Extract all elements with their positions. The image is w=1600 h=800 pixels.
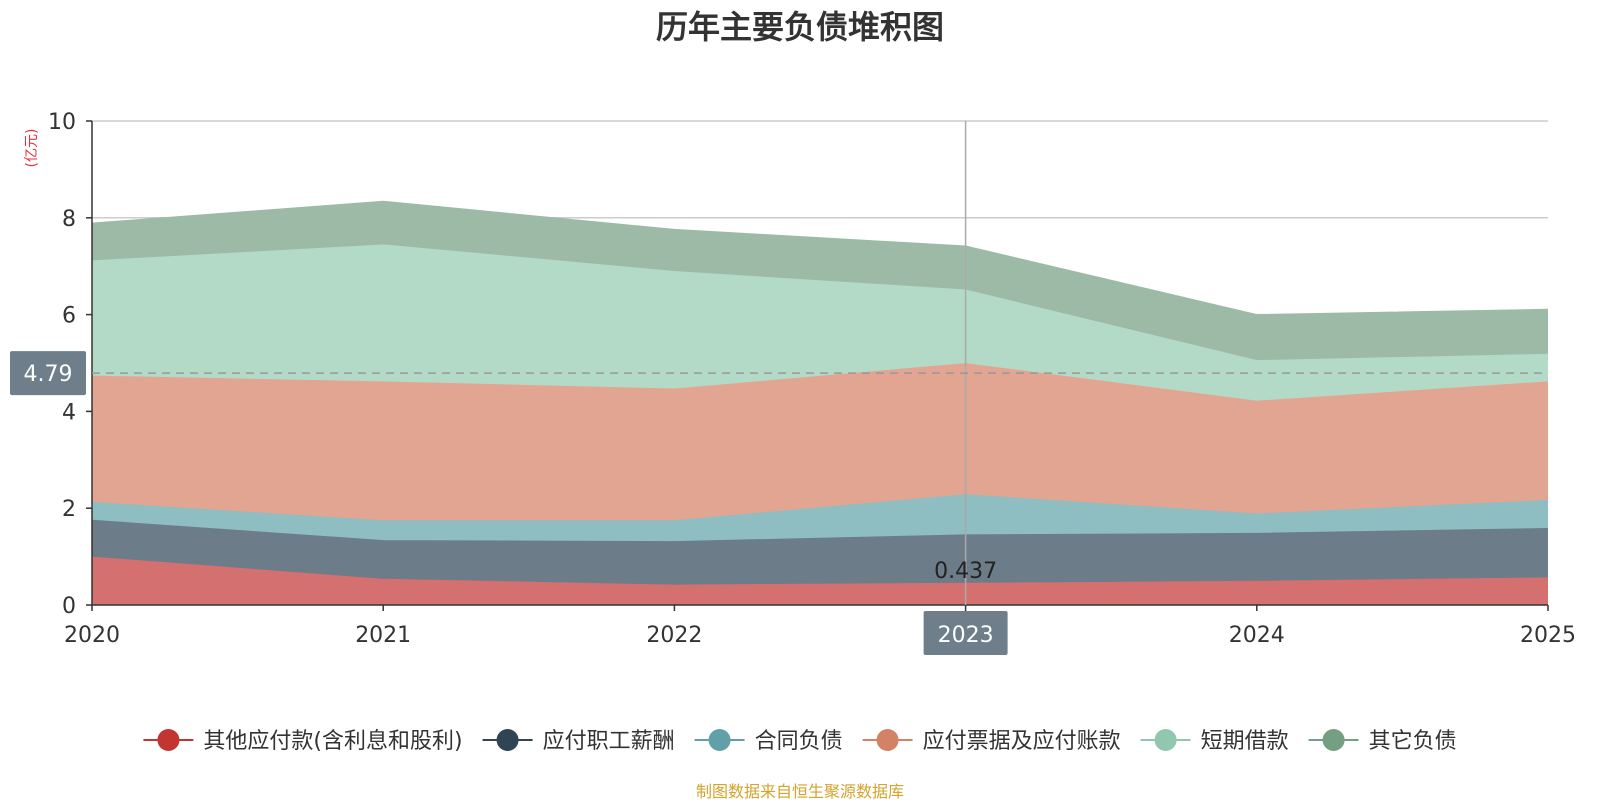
y-tick-label-0: 0 xyxy=(62,594,76,619)
legend-label-4: 短期借款 xyxy=(1201,729,1289,754)
legend-label-0: 其他应付款(含利息和股利) xyxy=(203,729,462,754)
area-series-1[interactable] xyxy=(92,520,1548,586)
legend-label-5: 其它负债 xyxy=(1369,729,1457,754)
area-series-4[interactable] xyxy=(92,245,1548,402)
legend-marker-0 xyxy=(157,729,180,751)
x-tick-label-2022: 2022 xyxy=(646,623,702,648)
x-axis-pointer-badge xyxy=(923,611,1008,655)
x-tick-label-2023: 2023 xyxy=(938,623,994,648)
legend[interactable]: 其他应付款(含利息和股利) 应付职工薪酬 合同负债 应付票据及应付账款 短期借款 其它负债 xyxy=(143,729,1457,754)
chart-title: 历年主要负债堆积图 xyxy=(656,8,944,46)
x-tick-label-2021: 2021 xyxy=(355,623,411,648)
legend-marker-4 xyxy=(1154,729,1177,751)
series-line-3 xyxy=(91,363,1549,403)
legend-item-4[interactable]: 短期借款 xyxy=(1140,729,1289,754)
y-tick-label-2: 2 xyxy=(62,497,76,522)
area-series-2[interactable] xyxy=(92,495,1548,543)
axis-pointer: 4.79 0.437 xyxy=(10,121,1548,605)
series-lines xyxy=(91,200,1549,587)
series-line-1 xyxy=(91,519,1549,544)
legend-item-0[interactable]: 其他应付款(含利息和股利) xyxy=(143,729,463,754)
legend-marker-1 xyxy=(496,729,519,751)
area-series-5[interactable] xyxy=(92,201,1548,362)
legend-marker-5 xyxy=(1322,729,1345,751)
x-axis-ticks: 2020 2021 2022 2023 2024 2025 xyxy=(64,605,1576,655)
series-line-4 xyxy=(91,244,1549,363)
area-series-3[interactable] xyxy=(92,364,1548,522)
axes xyxy=(91,121,1548,606)
x-tick-label-2020: 2020 xyxy=(64,623,120,648)
x-tick-label-2025: 2025 xyxy=(1520,623,1576,648)
series-line-2 xyxy=(91,494,1549,523)
series-line-0 xyxy=(91,556,1549,587)
area-series[interactable] xyxy=(92,201,1548,605)
legend-item-1[interactable]: 应付职工薪酬 xyxy=(482,729,675,754)
y-axis-ticks: 0 2 4 6 8 10 xyxy=(48,110,92,619)
legend-label-2: 合同负债 xyxy=(755,729,843,754)
legend-marker-3 xyxy=(876,729,899,751)
y-tick-label-10: 10 xyxy=(48,110,76,135)
legend-label-3: 应付票据及应付账款 xyxy=(923,729,1121,754)
y-tick-label-6: 6 xyxy=(62,304,76,329)
legend-item-2[interactable]: 合同负债 xyxy=(694,729,843,754)
series-line-5 xyxy=(91,200,1549,317)
legend-item-5[interactable]: 其它负债 xyxy=(1308,729,1457,754)
legend-marker-2 xyxy=(708,729,731,751)
area-series-0[interactable] xyxy=(92,557,1548,605)
legend-item-3[interactable]: 应付票据及应付账款 xyxy=(862,729,1121,754)
x-tick-label-2024: 2024 xyxy=(1229,623,1285,648)
data-label-2023: 0.437 xyxy=(934,559,997,584)
y-axis-pointer-value: 4.79 xyxy=(24,362,73,387)
legend-label-1: 应付职工薪酬 xyxy=(543,729,675,754)
y-axis-pointer-badge xyxy=(10,351,86,396)
y-axis-unit-label: (亿元) xyxy=(24,129,40,168)
source-note: 制图数据来自恒生聚源数据库 xyxy=(696,782,904,800)
y-tick-label-8: 8 xyxy=(62,207,76,232)
y-tick-label-4: 4 xyxy=(62,400,76,425)
